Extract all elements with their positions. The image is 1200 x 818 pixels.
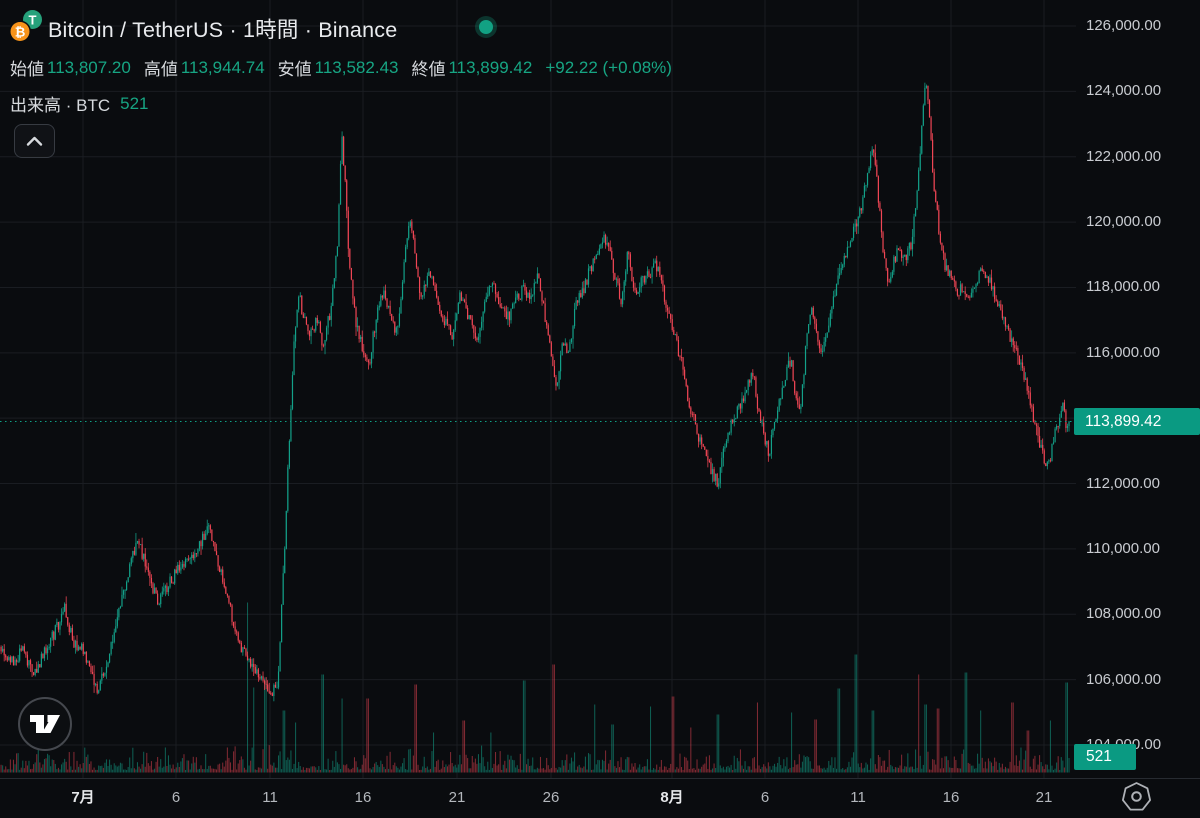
svg-text:T: T bbox=[29, 13, 37, 28]
price-axis-label: 112,000.00 bbox=[1086, 474, 1160, 492]
svg-text:₿: ₿ bbox=[15, 25, 26, 40]
ohlc-open: 始値 113,807.20 bbox=[10, 55, 131, 80]
time-axis-label: 26 bbox=[542, 789, 560, 806]
price-axis-label: 108,000.00 bbox=[1086, 605, 1162, 623]
ohlc-low: 安値 113,582.43 bbox=[278, 55, 399, 80]
open-label: 始値 bbox=[10, 60, 44, 79]
price-axis-label: 118,000.00 bbox=[1086, 278, 1160, 296]
pair-icon: T ₿ bbox=[9, 10, 42, 43]
close-label: 終値 bbox=[411, 60, 446, 79]
time-axis-label: 11 bbox=[262, 789, 278, 806]
tradingview-logo[interactable] bbox=[18, 697, 72, 751]
price-axis-label: 124,000.00 bbox=[1086, 82, 1162, 100]
chevron-up-icon bbox=[26, 136, 43, 146]
collapse-header-button[interactable] bbox=[14, 124, 55, 158]
price-change: +92.22 (+0.08%) bbox=[545, 57, 672, 77]
open-value: 113,807.20 bbox=[47, 57, 131, 77]
volume-series bbox=[0, 602, 1070, 773]
bitcoin-icon bbox=[10, 22, 30, 41]
candlestick-series[interactable] bbox=[0, 82, 1070, 702]
price-axis-label: 120,000.00 bbox=[1086, 213, 1162, 231]
time-axis-label: 16 bbox=[354, 789, 372, 806]
time-axis-label: 11 bbox=[850, 789, 866, 806]
volume-label: 出来高 · BTC bbox=[10, 96, 111, 115]
ohlc-close: 終値 113,899.42 bbox=[411, 55, 532, 80]
time-axis-label: 7月 bbox=[71, 789, 95, 806]
volume-row: 出来高 · BTC 521 bbox=[10, 91, 148, 116]
chart-grid bbox=[0, 0, 1076, 778]
low-label: 安値 bbox=[277, 60, 312, 79]
gear-icon[interactable] bbox=[1122, 782, 1151, 811]
price-axis-label: 106,000.00 bbox=[1086, 670, 1162, 688]
time-axis-label: 8月 bbox=[660, 789, 684, 806]
low-value: 113,582.43 bbox=[314, 57, 399, 77]
volume-value: 521 bbox=[120, 93, 149, 113]
ohlc-high: 高値 113,944.74 bbox=[144, 55, 265, 80]
market-status-dot[interactable] bbox=[475, 16, 497, 38]
price-axis-label: 116,000.00 bbox=[1086, 343, 1160, 361]
time-axis-label: 6 bbox=[171, 789, 181, 806]
time-axis-label: 21 bbox=[448, 789, 466, 806]
last-price-badge: 113,899.42 bbox=[1074, 408, 1200, 435]
high-value: 113,944.74 bbox=[180, 57, 265, 77]
time-axis-label: 16 bbox=[942, 789, 960, 806]
close-value: 113,899.42 bbox=[448, 57, 533, 77]
ohlc-row: 始値 113,807.20 高値 113,944.74 安値 113,582.4… bbox=[10, 55, 672, 80]
last-volume-badge: 521 bbox=[1074, 744, 1136, 770]
price-axis-label: 126,000.00 bbox=[1086, 17, 1162, 34]
price-axis-label: 122,000.00 bbox=[1086, 147, 1162, 165]
high-label: 高値 bbox=[143, 60, 178, 79]
price-axis-label: 110,000.00 bbox=[1086, 539, 1160, 557]
time-axis-label: 21 bbox=[1035, 789, 1053, 806]
symbol-title[interactable]: Bitcoin / TetherUS · 1時間 · Binance bbox=[48, 18, 398, 42]
time-axis-label: 6 bbox=[760, 789, 770, 806]
